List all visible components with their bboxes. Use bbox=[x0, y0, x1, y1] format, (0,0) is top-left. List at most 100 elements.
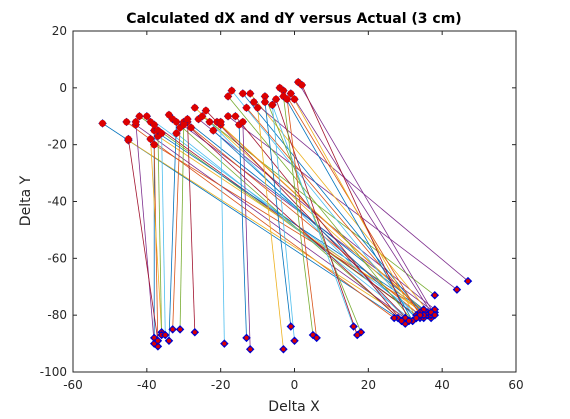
calculated-point bbox=[217, 118, 225, 126]
x-tick-label: -60 bbox=[63, 378, 83, 392]
calculated-point bbox=[191, 104, 199, 112]
connector-line bbox=[168, 121, 177, 341]
actual-point-center bbox=[248, 347, 253, 352]
connector-line bbox=[179, 124, 185, 330]
connector-line bbox=[213, 130, 417, 319]
calculated-point bbox=[172, 129, 180, 137]
actual-point-center bbox=[351, 324, 356, 329]
actual-point-center bbox=[432, 307, 437, 312]
actual-point-center bbox=[466, 279, 471, 284]
connector-line bbox=[297, 81, 436, 316]
connector-lines bbox=[102, 81, 469, 350]
connector-line bbox=[153, 144, 159, 347]
actual-point-center bbox=[152, 341, 157, 346]
connector-line bbox=[235, 115, 402, 322]
connector-line bbox=[176, 132, 413, 322]
calculated-point bbox=[232, 112, 239, 120]
calculated-point bbox=[239, 90, 247, 97]
connector-line bbox=[146, 115, 424, 319]
calculated-point bbox=[136, 112, 143, 120]
connector-line bbox=[187, 119, 196, 333]
calculated-point bbox=[228, 87, 236, 95]
actual-point-center bbox=[392, 316, 397, 321]
calculated-point bbox=[261, 92, 269, 100]
connector-line bbox=[238, 124, 247, 338]
x-tick-label: -40 bbox=[137, 378, 157, 392]
calculated-point bbox=[132, 118, 140, 126]
calculated-point bbox=[158, 129, 166, 137]
x-tick-label: 0 bbox=[291, 378, 299, 392]
connector-line bbox=[127, 138, 159, 341]
axes-box bbox=[72, 30, 517, 373]
axis-ticks: -60 -40 -20 0 20 40 60 20 0 -20 -40 -60 -80 -100 bbox=[40, 24, 524, 392]
connector-line bbox=[172, 127, 181, 330]
connector-line bbox=[257, 107, 284, 350]
calculated-point bbox=[172, 118, 180, 126]
connector-line bbox=[253, 101, 469, 282]
connector-line bbox=[264, 101, 292, 327]
actual-point-center bbox=[244, 335, 249, 340]
calculated-point bbox=[143, 112, 151, 120]
calculated-point bbox=[184, 115, 191, 123]
connector-line bbox=[135, 121, 155, 344]
connector-line bbox=[150, 138, 162, 333]
calculated-point bbox=[254, 104, 261, 112]
actual-point-center bbox=[288, 324, 293, 329]
actual-point-center bbox=[355, 333, 360, 338]
calculated-point bbox=[246, 90, 254, 97]
connector-line bbox=[172, 118, 406, 324]
chart-title: Calculated dX and dY versus Actual (3 cm… bbox=[126, 11, 461, 27]
y-tick-label: 0 bbox=[59, 81, 67, 95]
calculated-point bbox=[224, 112, 232, 120]
connector-line bbox=[126, 121, 395, 319]
calculated-point bbox=[283, 95, 291, 103]
calculated-point bbox=[99, 119, 106, 127]
actual-point-center bbox=[314, 335, 319, 340]
actual-point-center bbox=[222, 341, 227, 346]
connector-line bbox=[157, 130, 162, 336]
calculated-point bbox=[209, 127, 217, 134]
connector-line bbox=[294, 98, 432, 313]
actual-point-center bbox=[155, 344, 160, 349]
actual-point-center bbox=[163, 333, 168, 338]
y-tick-label: -100 bbox=[40, 365, 67, 379]
connector-line bbox=[227, 115, 458, 290]
actual-point-center bbox=[178, 327, 183, 332]
connector-line bbox=[286, 99, 318, 338]
x-tick-label: 60 bbox=[508, 378, 523, 392]
connector-line bbox=[161, 133, 166, 336]
connector-line bbox=[231, 90, 417, 319]
calculated-point bbox=[250, 98, 258, 106]
connector-line bbox=[220, 124, 432, 319]
calculated-point bbox=[298, 81, 306, 89]
actual-point-center bbox=[403, 316, 408, 321]
data-points bbox=[98, 77, 473, 354]
actual-point-center bbox=[310, 333, 315, 338]
actual-point-center bbox=[192, 330, 197, 335]
connector-line bbox=[283, 96, 314, 336]
connector-line bbox=[183, 121, 402, 322]
connector-line bbox=[290, 93, 417, 319]
calculated-point bbox=[147, 135, 154, 143]
actual-point-center bbox=[152, 335, 157, 340]
actual-point-center bbox=[454, 287, 459, 292]
calculated-point bbox=[150, 121, 158, 129]
actual-point-center bbox=[414, 316, 419, 321]
calculated-point bbox=[123, 118, 130, 126]
connector-line bbox=[153, 130, 428, 313]
calculated-point bbox=[124, 135, 132, 143]
y-tick-label: -80 bbox=[47, 308, 67, 322]
actual-point-center bbox=[418, 313, 423, 318]
plot-area: -60 -40 -20 0 20 40 60 20 0 -20 -40 -60 -80 -100 bbox=[40, 24, 524, 392]
connector-line bbox=[216, 121, 428, 316]
connector-line bbox=[135, 124, 410, 322]
connector-line bbox=[271, 104, 354, 327]
x-tick-label: 20 bbox=[361, 378, 376, 392]
connector-line bbox=[301, 84, 410, 322]
actual-point-center bbox=[170, 327, 175, 332]
connector-line bbox=[220, 121, 225, 344]
calculated-point bbox=[206, 118, 213, 126]
y-tick-label: -20 bbox=[47, 138, 67, 152]
actual-point-center bbox=[292, 338, 297, 343]
